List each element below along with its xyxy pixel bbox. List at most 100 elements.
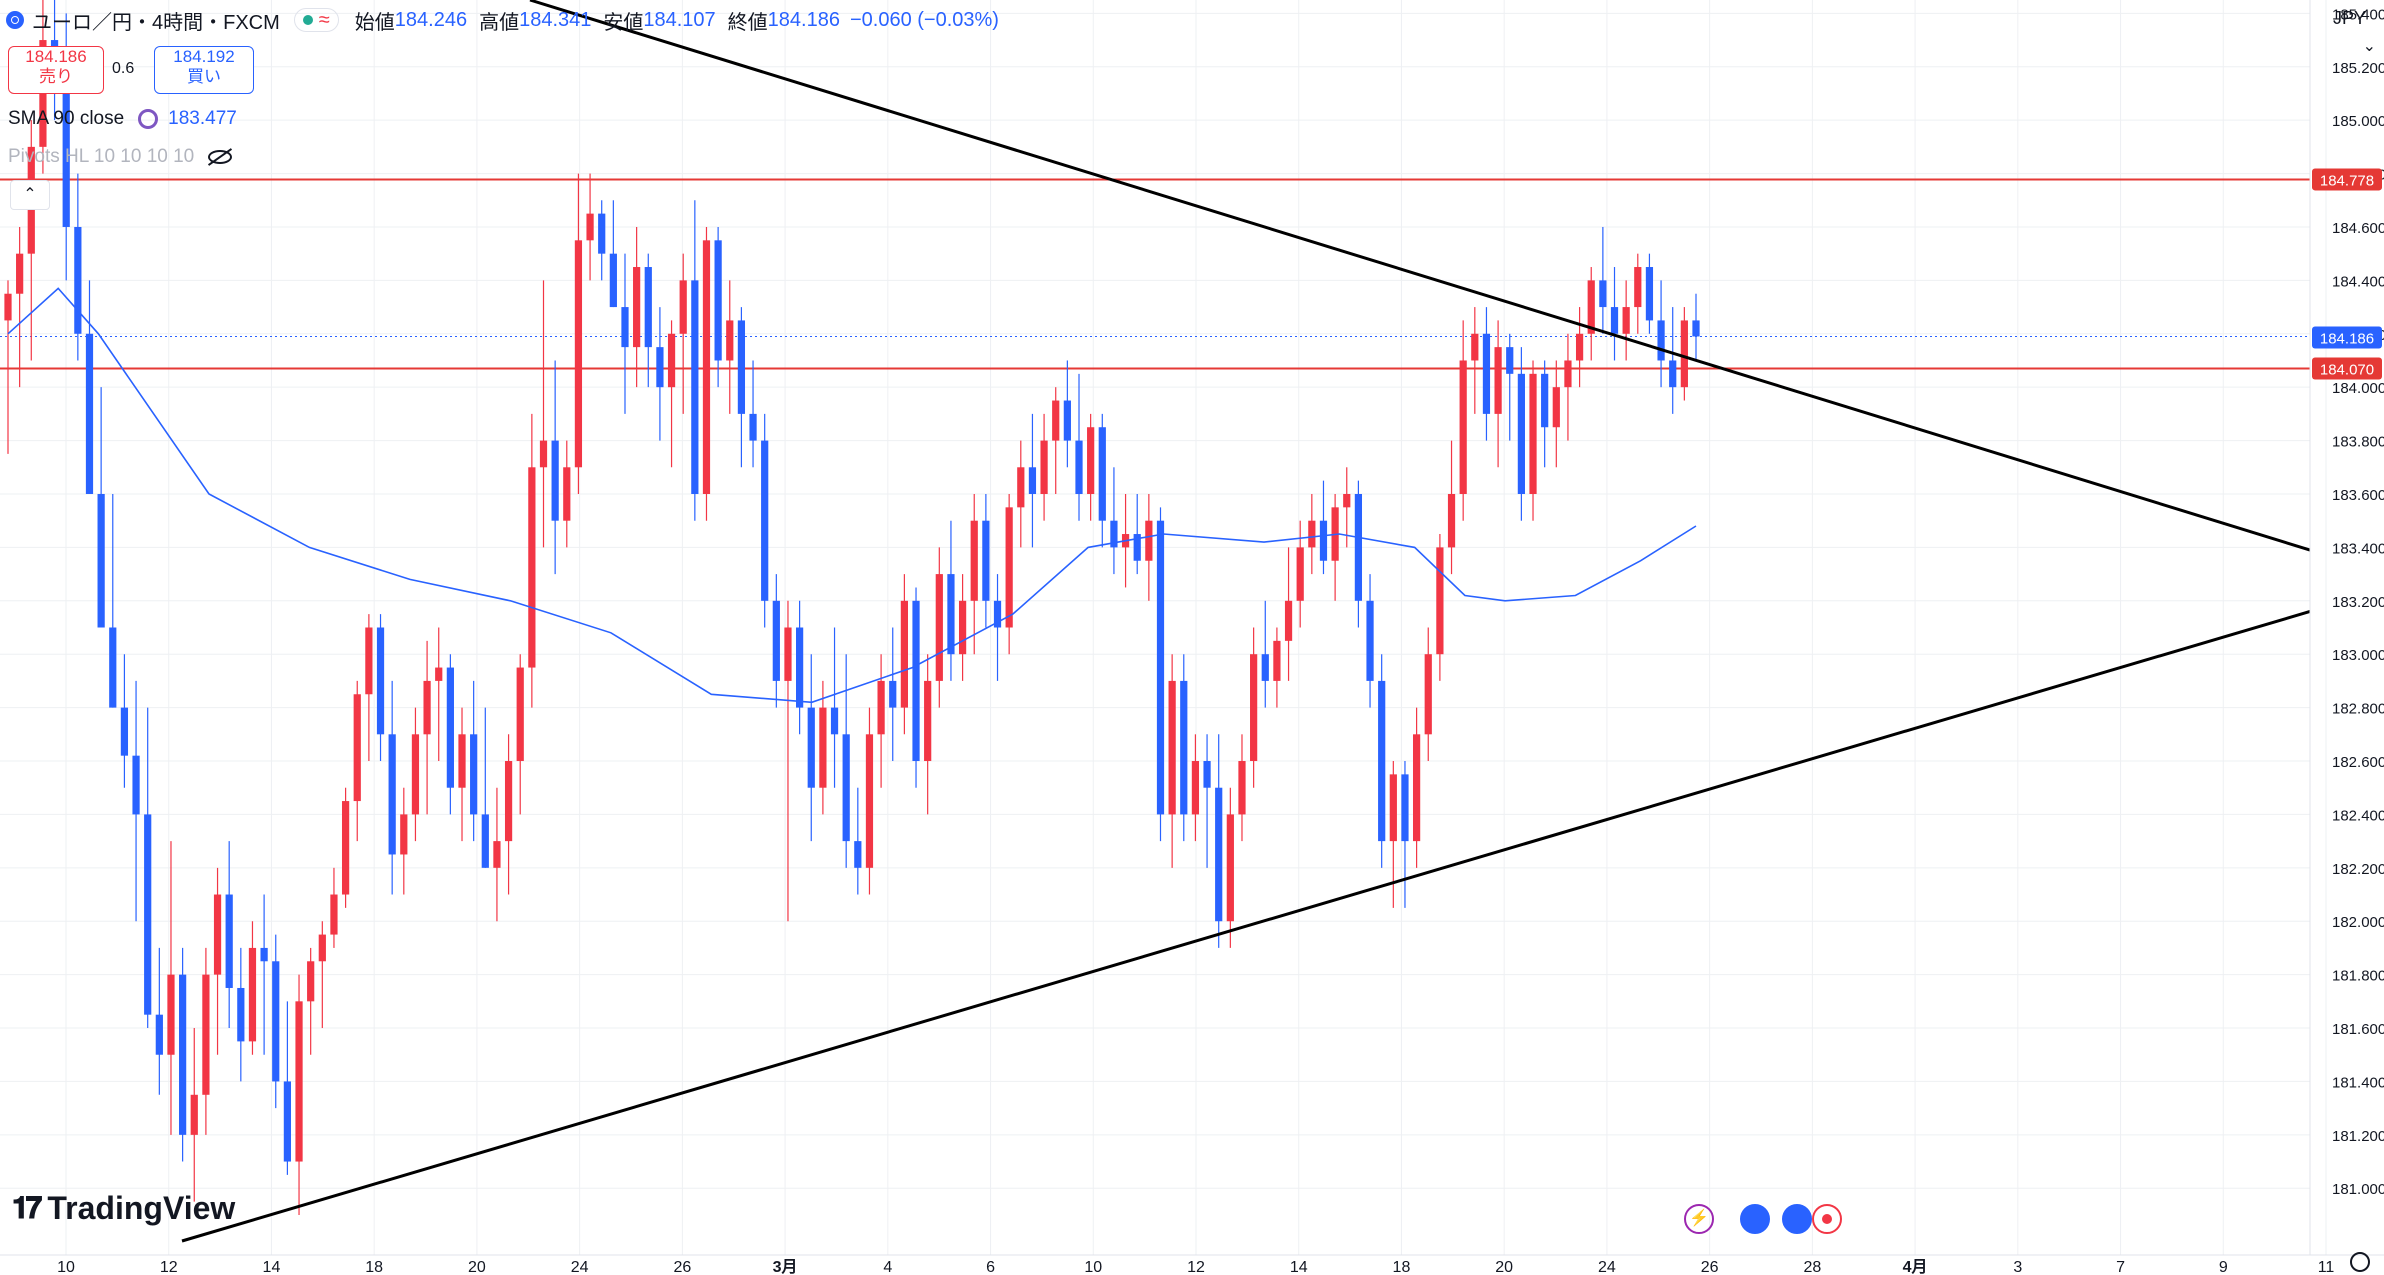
candle-body: [1063, 400, 1071, 441]
candle-body: [1424, 654, 1432, 735]
price-label: 184.778: [2312, 168, 2382, 191]
candle: [842, 654, 850, 868]
candle: [400, 787, 408, 895]
tradingview-logo[interactable]: 𝟏𝟕 TradingView: [12, 1190, 235, 1227]
candle: [1098, 413, 1106, 548]
sell-button[interactable]: 184.186 売り: [8, 46, 104, 94]
candle: [1529, 360, 1537, 521]
candle-body: [1482, 333, 1491, 414]
horizontal-levels: [0, 178, 2310, 370]
y-tick-label: 181.200: [2332, 1128, 2384, 1145]
candle: [924, 654, 932, 815]
candle-body: [295, 1001, 303, 1162]
candle-body: [842, 734, 850, 842]
candle-body: [935, 574, 943, 681]
candle-body: [1250, 654, 1258, 762]
x-tick-label: 20: [468, 1259, 486, 1275]
eye-hidden-icon[interactable]: [208, 150, 233, 164]
candle-body: [179, 974, 187, 1135]
candle: [784, 600, 792, 922]
x-tick-label: 12: [160, 1259, 178, 1275]
y-tick-label: 181.800: [2332, 968, 2384, 985]
candle: [260, 894, 268, 1055]
candle-body: [970, 520, 978, 601]
candle: [912, 587, 920, 788]
candle: [1331, 493, 1339, 601]
candle: [1354, 480, 1363, 628]
candle-body: [167, 974, 175, 1055]
eu-event-icon-2[interactable]: [1782, 1204, 1812, 1234]
x-tick-label: 24: [1598, 1259, 1616, 1275]
candle: [1610, 267, 1619, 361]
price-axis: 181.000 181.200 181.400 181.600 181.800 182.0…: [2332, 6, 2384, 1198]
candle: [1564, 333, 1572, 441]
candle: [1145, 493, 1153, 601]
candle-body: [1366, 600, 1374, 681]
eu-event-icon[interactable]: [1740, 1204, 1770, 1234]
candle-body: [1040, 440, 1048, 494]
candle: [1284, 547, 1293, 681]
candle-body: [958, 600, 967, 655]
candle: [1226, 787, 1234, 948]
candle-body: [1471, 333, 1479, 361]
candle: [248, 921, 257, 1055]
candle: [132, 680, 140, 922]
candle-body: [1552, 387, 1560, 428]
candle-body: [1145, 520, 1153, 561]
symbol-icon[interactable]: [6, 11, 24, 29]
price-label-text: 184.186: [2320, 331, 2374, 348]
candle-body: [400, 814, 408, 855]
candle-body: [237, 987, 245, 1042]
candle-body: [411, 734, 420, 815]
pivots-legend[interactable]: Pivots HL 10 10 10 10: [8, 146, 233, 168]
candle: [551, 360, 559, 575]
y-tick-label: 184.000: [2332, 380, 2384, 397]
buy-label: 買い: [187, 67, 221, 86]
jp-event-icon[interactable]: [1812, 1204, 1842, 1234]
market-status-pill[interactable]: ≈: [293, 8, 339, 32]
candle-body: [1610, 307, 1619, 334]
y-tick-label: 184.400: [2332, 273, 2384, 290]
y-tick-label: 182.400: [2332, 807, 2384, 824]
lightning-event-icon[interactable]: ⚡: [1684, 1204, 1714, 1234]
buy-button[interactable]: 184.192 買い: [154, 46, 254, 94]
candle: [1424, 627, 1432, 762]
candle-body: [202, 974, 210, 1095]
sell-price: 184.186: [25, 47, 87, 66]
currency-label[interactable]: JPY: [2332, 8, 2366, 28]
candle-body: [830, 707, 839, 735]
candle: [807, 654, 815, 842]
candle: [958, 574, 967, 681]
candle-body: [667, 333, 676, 388]
y-tick-label: 181.600: [2332, 1021, 2384, 1038]
candle-body: [190, 1094, 198, 1135]
candle: [411, 707, 420, 842]
candle: [702, 226, 711, 521]
close-label: 終値: [727, 11, 768, 34]
upper-trend-line: [529, 0, 2311, 552]
candle-body: [982, 520, 990, 601]
sma-legend[interactable]: SMA 90 close 183.477: [8, 108, 237, 130]
symbol-title[interactable]: ユーロ／円・4時間・FXCM: [32, 11, 280, 34]
candle: [1587, 267, 1595, 361]
candle-body: [1680, 320, 1688, 388]
candle: [1401, 761, 1409, 908]
candle: [574, 173, 583, 494]
chevron-down-icon[interactable]: ⌄: [2362, 38, 2376, 55]
x-tick-label: 4: [883, 1259, 892, 1275]
candle: [1482, 307, 1491, 441]
candle: [376, 614, 385, 762]
candle-body: [1354, 493, 1363, 601]
candle-body: [1168, 680, 1176, 815]
candle-body: [213, 894, 222, 975]
candle-body: [912, 600, 920, 762]
candle: [1680, 307, 1688, 401]
candle: [470, 680, 478, 842]
candle: [679, 253, 687, 414]
candle: [1110, 467, 1118, 575]
settings-icon[interactable]: [2350, 1252, 2370, 1272]
chevron-up-icon[interactable]: ⌃: [10, 180, 50, 210]
candle-body: [481, 814, 489, 868]
candle: [272, 934, 280, 1109]
